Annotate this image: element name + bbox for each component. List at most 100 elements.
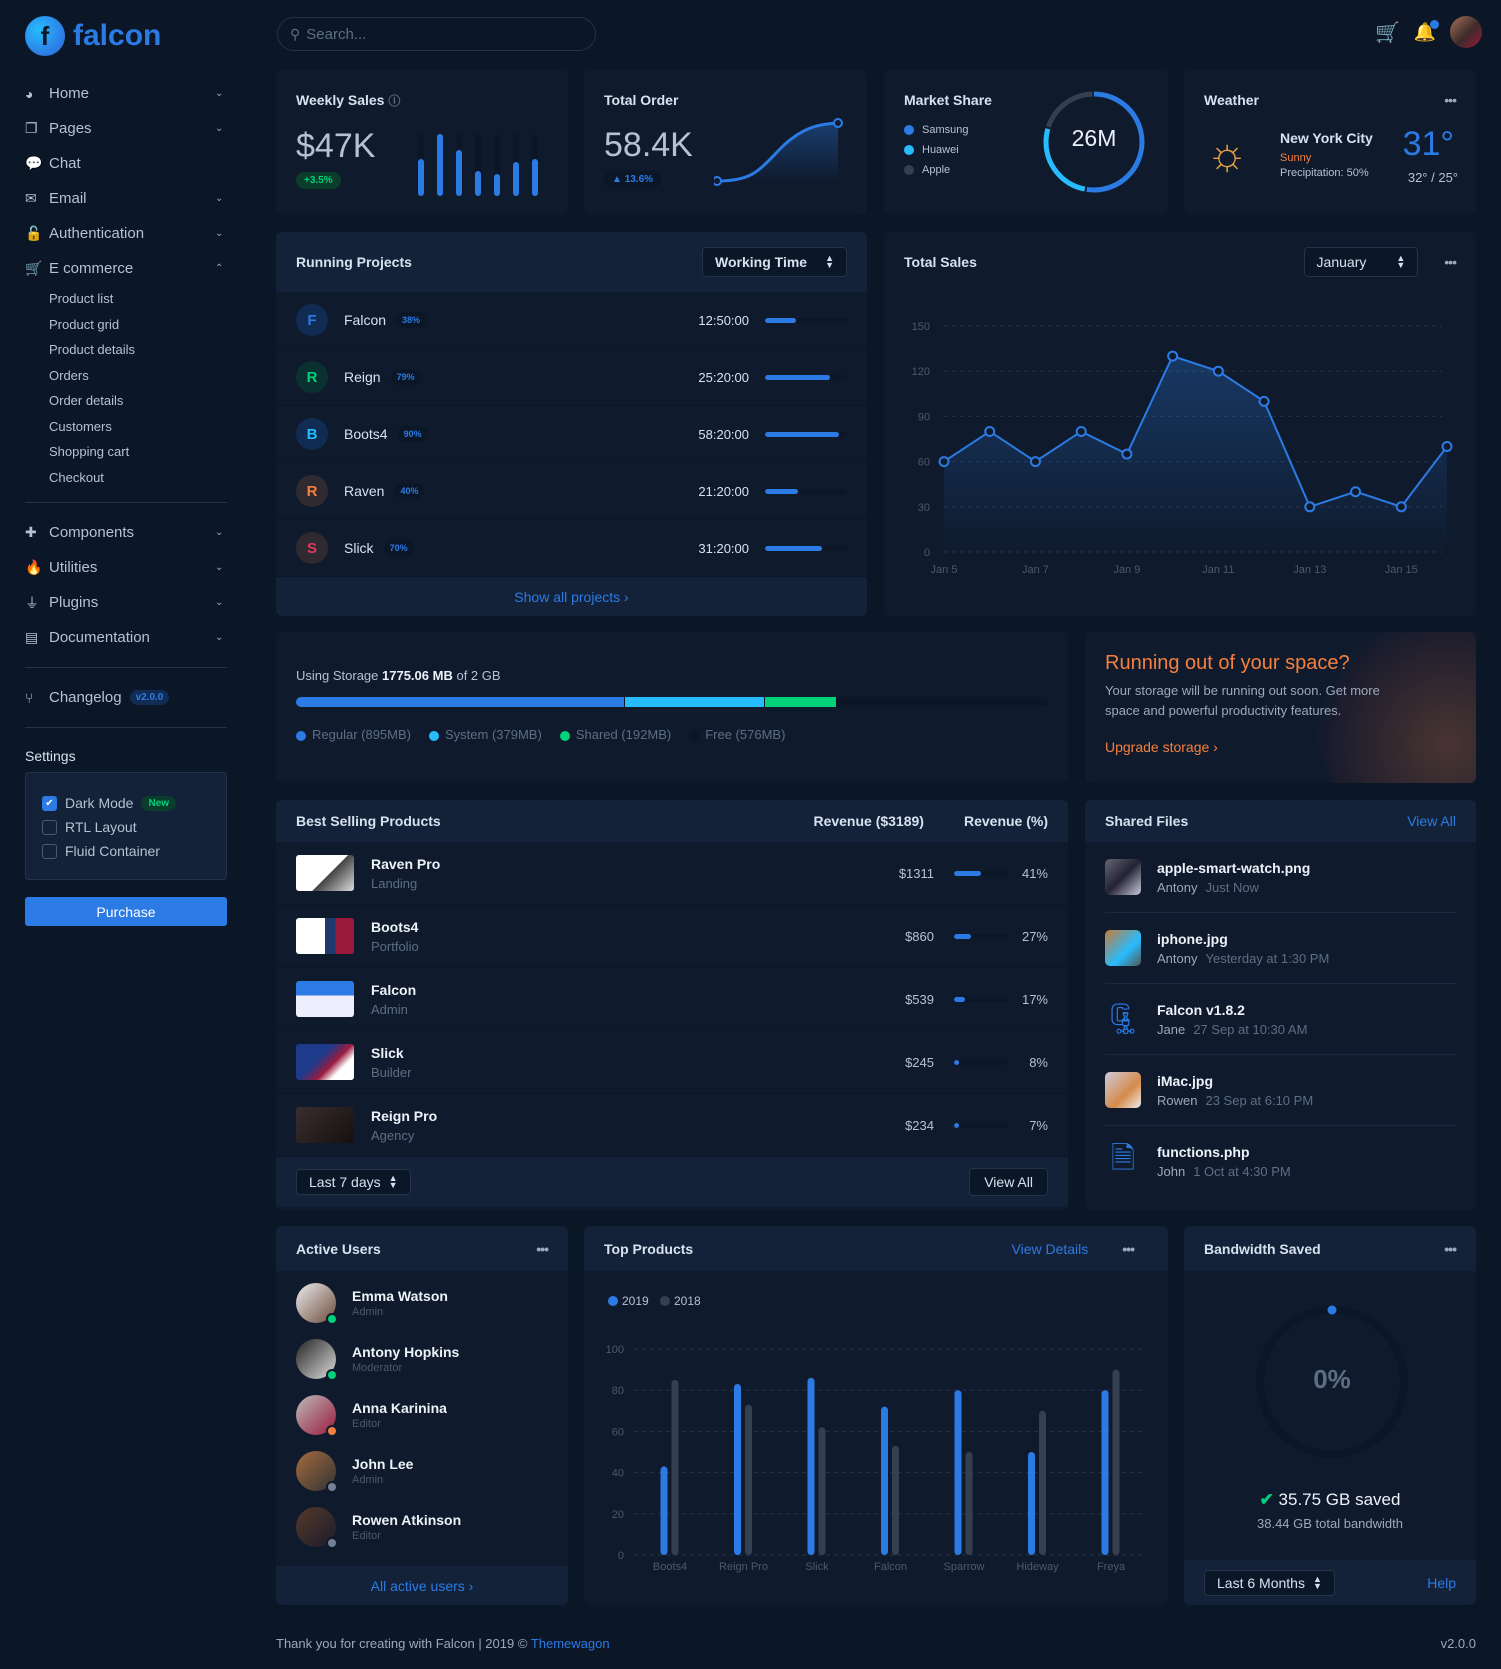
user-avatar [296, 1339, 338, 1381]
sidebar-subitem-product-list[interactable]: Product list [49, 291, 114, 307]
sidebar-item-chat[interactable]: 💬 Chat [25, 155, 81, 172]
sidebar-item-home[interactable]: ◕ Home ⌄ [25, 76, 227, 111]
file-row[interactable]: iMac.jpg Rowen 23 Sep at 6:10 PM [1105, 1055, 1456, 1126]
weekly-sales-title: Weekly Sales [296, 92, 385, 108]
file-user: Rowen [1157, 1092, 1198, 1108]
bell-icon[interactable]: 🔔 [1414, 19, 1440, 43]
more-options-icon[interactable]: ••• [1444, 92, 1457, 108]
search-bar[interactable]: ⚲ [277, 17, 596, 51]
question-circle-icon[interactable]: ⓘ [388, 94, 401, 108]
file-row[interactable]: iphone.jpg Antony Yesterday at 1:30 PM [1105, 913, 1456, 984]
weekly-sales-bar-track [475, 134, 481, 196]
dark-mode-checkbox[interactable]: ✔ Dark Mode New [42, 791, 210, 815]
storage-summary: Using Storage 1775.06 MB of 2 GB [296, 668, 501, 683]
product-row[interactable]: Falcon Admin $539 17% [276, 968, 1068, 1031]
sales-point [1075, 425, 1087, 437]
search-icon: ⚲ [290, 25, 301, 42]
chevron-down-icon: ⌄ [215, 193, 224, 204]
search-input[interactable] [306, 25, 567, 43]
project-row[interactable]: F Falcon 38% 12:50:00 [276, 292, 867, 349]
more-options-icon[interactable]: ••• [536, 1240, 549, 1257]
promo-title: Running out of your space? [1105, 652, 1350, 674]
sidebar-subitem-shopping-cart[interactable]: Shopping cart [49, 444, 130, 460]
sidebar-subitem-orders[interactable]: Orders [49, 367, 89, 383]
market-share-slice [1043, 91, 1145, 193]
user-avatar[interactable] [1450, 16, 1483, 48]
date-range-select[interactable]: Last 7 days ▲ ▼ [296, 1169, 411, 1195]
sidebar-item-documentation[interactable]: ▤ Documentation ⌄ [25, 620, 227, 655]
shared-files-title: Shared Files [1105, 813, 1189, 829]
themewagon-link[interactable]: Themewagon [530, 1636, 610, 1651]
bar-2018 [745, 1404, 752, 1555]
legend-dot [904, 125, 914, 136]
sidebar-item-changelog[interactable]: ⑂ Changelog v2.0.0 [25, 680, 227, 715]
fluid-container-checkbox[interactable]: Fluid Container [42, 839, 210, 863]
rtl-layout-checkbox[interactable]: RTL Layout [42, 815, 210, 839]
more-options-icon[interactable]: ••• [1444, 254, 1457, 270]
file-time: 1 Oct at 4:30 PM [1193, 1164, 1291, 1179]
chevron-down-icon: ⌄ [215, 123, 224, 134]
cart-icon[interactable]: 🛒 [1375, 21, 1400, 44]
sidebar-subitem-product-grid[interactable]: Product grid [49, 316, 120, 332]
sidebar-item-email[interactable]: ✉ Email ⌄ [25, 181, 227, 216]
y-tick-label: 120 [912, 366, 930, 378]
product-type: Landing [371, 875, 418, 891]
bar-2019 [1028, 1452, 1035, 1555]
more-options-icon[interactable]: ••• [1444, 1240, 1457, 1257]
brand-logo[interactable]: f falcon [25, 16, 161, 56]
product-row[interactable]: Raven Pro Landing $1311 41% [276, 842, 1068, 905]
sidebar-item-pages[interactable]: ❐ Pages ⌄ [25, 111, 227, 146]
sidebar-subitem-product-details[interactable]: Product details [49, 342, 135, 358]
sidebar-item-components[interactable]: ✚ Components ⌄ [25, 515, 227, 550]
gauge-indicator [1327, 1305, 1337, 1315]
promo-text: Your storage will be running out soon. G… [1105, 683, 1380, 718]
weekly-sales-bar-track [418, 134, 424, 196]
bar-2019 [807, 1377, 815, 1555]
active-user-row[interactable]: Emma Watson Admin [276, 1275, 568, 1331]
total-sales-line-chart: 0 30 60 90 120 150 Jan 5 Jan 7 Jan 9 Jan 11 Jan 13… [912, 321, 1453, 576]
sidebar-item-utilities[interactable]: 🔥 Utilities ⌄ [25, 550, 227, 585]
weather-range: 32° / 25° [1407, 170, 1458, 185]
show-all-projects-link[interactable]: Show all projects › [514, 588, 629, 605]
project-row[interactable]: R Reign 79% 25:20:00 [276, 349, 867, 406]
sidebar-subitem-checkout[interactable]: Checkout [49, 469, 104, 485]
weekly-sales-value: $47K [296, 127, 376, 165]
weather-precipitation: Precipitation: 50% [1280, 167, 1369, 179]
product-row[interactable]: Boots4 Portfolio $860 27% [276, 905, 1068, 968]
file-row[interactable]: apple-smart-watch.png Antony Just Now [1105, 842, 1456, 913]
bandwidth-range-select[interactable]: Last 6 Months ▲ ▼ [1204, 1569, 1335, 1596]
working-time-select[interactable]: Working Time ▲ ▼ [702, 247, 847, 277]
file-row[interactable]: 🗜 Falcon v1.8.2 Jane 27 Sep at 10:30 AM [1104, 984, 1456, 1055]
sidebar-item-plugins[interactable]: ⏚ Plugins ⌄ [25, 585, 227, 620]
active-user-row[interactable]: John Lee Admin [276, 1443, 568, 1499]
shared-files-view-all-link[interactable]: View All [1407, 813, 1456, 829]
sidebar-item-authentication[interactable]: 🔓 Authentication ⌄ [25, 216, 227, 251]
checkbox-icon [42, 819, 57, 835]
active-user-row[interactable]: Anna Karinina Editor [276, 1387, 568, 1443]
project-row[interactable]: B Boots4 90% 58:20:00 [276, 406, 867, 463]
product-row[interactable]: Reign Pro Agency $234 7% [276, 1094, 1068, 1157]
view-details-link[interactable]: View Details [1011, 1240, 1089, 1257]
user-role: Admin [352, 1474, 384, 1486]
all-active-users-link[interactable]: All active users › [370, 1577, 474, 1594]
active-user-row[interactable]: Antony Hopkins Moderator [276, 1331, 568, 1387]
sidebar-item-ecommerce[interactable]: 🛒 E commerce ⌃ [25, 251, 227, 286]
more-options-icon[interactable]: ••• [1122, 1240, 1135, 1257]
product-row[interactable]: Slick Builder $245 8% [276, 1031, 1068, 1094]
fire-icon: 🔥 [25, 559, 43, 575]
sidebar-subitem-customers[interactable]: Customers [49, 418, 112, 434]
project-row[interactable]: S Slick 70% 31:20:00 [276, 520, 867, 577]
purchase-button[interactable]: Purchase [25, 897, 227, 926]
view-all-products-button[interactable]: View All [969, 1168, 1048, 1196]
project-row[interactable]: R Raven 40% 21:20:00 [276, 463, 867, 520]
chevron-down-icon: ⌄ [215, 632, 224, 643]
sidebar-subitem-order-details[interactable]: Order details [49, 393, 124, 409]
help-link[interactable]: Help [1427, 1574, 1456, 1591]
legend-dot [608, 1296, 618, 1306]
product-type: Portfolio [371, 938, 419, 954]
month-select[interactable]: January ▲ ▼ [1303, 247, 1419, 277]
file-row[interactable]: 🗎 functions.php John 1 Oct at 4:30 PM [1105, 1126, 1456, 1197]
upgrade-storage-link[interactable]: Upgrade storage › [1105, 739, 1218, 755]
active-user-row[interactable]: Rowen Atkinson Editor [276, 1499, 568, 1555]
file-thumbnail [1105, 930, 1141, 966]
